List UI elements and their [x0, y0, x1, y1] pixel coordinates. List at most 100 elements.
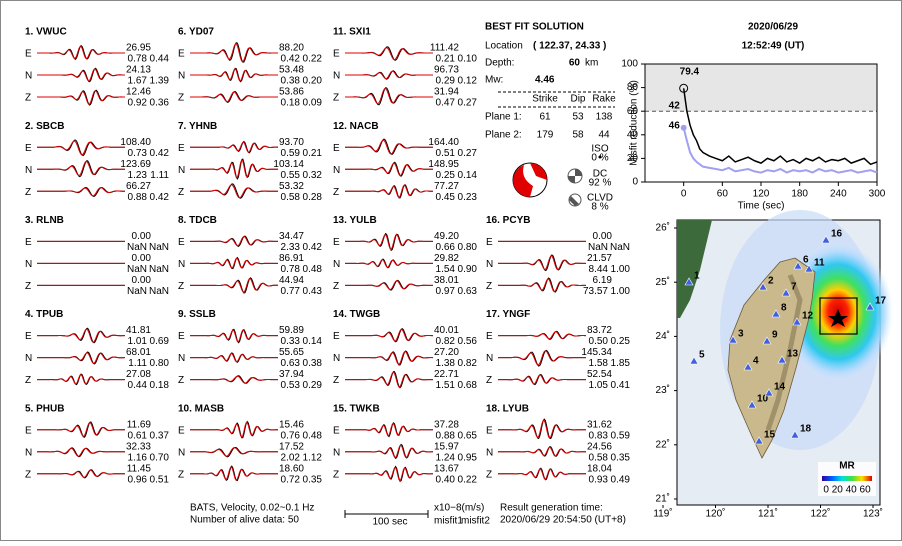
station-name: 2. SBCB: [25, 121, 64, 132]
misfit1: 0.59: [281, 148, 301, 159]
map-x-label: 123˚: [863, 508, 883, 520]
waveform: [190, 278, 279, 293]
amplitude: 148.95: [428, 159, 459, 170]
misfit2: 0.68: [458, 380, 478, 391]
component: E: [25, 237, 32, 248]
amplitude: 40.01: [434, 325, 459, 336]
misfit1: 0.51: [436, 148, 456, 159]
component: Z: [486, 469, 492, 480]
misfit2: 0.69: [150, 336, 170, 347]
component: N: [25, 259, 32, 270]
waveform: [37, 373, 125, 385]
misfit2: 0.43: [303, 286, 323, 297]
misfit2: 0.42: [303, 242, 323, 253]
amplitude: 24.13: [126, 65, 151, 76]
mw-label: Mw:: [485, 75, 503, 86]
epicenter: [828, 309, 848, 327]
misfit2: 0.56: [458, 336, 478, 347]
x-tick-label: 60: [717, 189, 729, 200]
misfit2: 0.80: [150, 358, 170, 369]
misfit1: 2.02: [281, 452, 301, 463]
component: Z: [25, 375, 31, 386]
component: N: [178, 259, 185, 270]
misfit2: 0.28: [303, 192, 323, 203]
waveform: [190, 184, 278, 199]
station-number: 6: [803, 255, 809, 266]
misfit1: 0.42: [281, 54, 301, 65]
misfit2: 1.00: [611, 264, 631, 275]
x-tick-label: 120: [753, 189, 770, 200]
misfit2: 0.29: [303, 380, 323, 391]
misfit2: 0.80: [458, 242, 478, 253]
station-marker: [781, 288, 791, 297]
misfit2: 0.14: [458, 170, 478, 181]
misfit2: 0.48: [303, 430, 323, 441]
misfit2: 0.49: [611, 474, 631, 485]
misfit2: 0.51: [150, 474, 170, 485]
solution-title: BEST FIT SOLUTION: [485, 22, 584, 33]
misfit1: 0.44: [128, 380, 148, 391]
component: Z: [486, 375, 492, 386]
misfit2: 1.00: [611, 286, 631, 297]
station-number: 14: [774, 382, 786, 393]
x-tick-label: 300: [869, 189, 886, 200]
x-tick-label: 180: [791, 189, 808, 200]
station-name: 14. TWGB: [333, 309, 380, 320]
amplitude: 18.60: [279, 463, 304, 474]
amplitude: 18.04: [587, 463, 612, 474]
misfit2: NaN: [149, 242, 169, 253]
amplitude: 11.69: [127, 419, 152, 430]
component: Z: [333, 281, 339, 292]
component: E: [178, 331, 185, 342]
start-marker: [680, 124, 687, 131]
station-marker: [684, 277, 694, 286]
time: 12:52:49 (UT): [742, 41, 805, 52]
station-name: 6. YD07: [178, 27, 214, 38]
station-marker: [747, 400, 757, 409]
station-name: 1. VWUC: [25, 27, 67, 38]
amplitude: 59.89: [279, 325, 304, 336]
amplitude: 0.00: [132, 275, 152, 286]
plane-value: 44: [598, 130, 610, 141]
misfit1: 0.97: [436, 286, 456, 297]
plane-label: Plane 2:: [485, 130, 522, 141]
station-marker: [793, 261, 803, 270]
station-number: 12: [802, 311, 814, 322]
component: Z: [25, 187, 31, 198]
component-label: ISO: [591, 144, 608, 155]
component: Z: [25, 469, 31, 480]
amplitude: 68.01: [126, 347, 151, 358]
amplitude: 24.56: [587, 441, 612, 452]
component: N: [333, 71, 340, 82]
units: x10−8(m/s): [434, 503, 484, 514]
waveform: [190, 68, 278, 82]
misfit2: 1.12: [303, 452, 323, 463]
waveform: [498, 350, 586, 366]
misfit2: NaN: [610, 242, 630, 253]
misfit1: NaN: [127, 264, 147, 275]
amplitude: 164.40: [428, 137, 459, 148]
station-number: 15: [764, 430, 776, 441]
misfit2: 0.23: [458, 192, 478, 203]
dc-icon: [567, 168, 583, 184]
station-number: 11: [814, 258, 825, 269]
amplitude: 53.86: [279, 87, 304, 98]
waveform: [190, 466, 278, 481]
component: E: [25, 331, 32, 342]
plane-value: 61: [539, 112, 551, 123]
amplitude: 145.34: [581, 347, 612, 358]
misfit2: 0.70: [150, 452, 170, 463]
station-name: 15. TWKB: [333, 403, 380, 414]
station-number: 16: [831, 229, 843, 240]
misfit2: 0.35: [303, 474, 323, 485]
misfit1: 0.78: [128, 54, 148, 65]
waveform: [37, 447, 125, 457]
waveform: [190, 447, 278, 457]
waveform: [345, 47, 433, 61]
misfit1: 0.58: [281, 192, 301, 203]
waveform: [190, 352, 278, 363]
x-axis-label: Time (sec): [738, 201, 785, 212]
misfit2: 0.95: [458, 452, 478, 463]
amplitude: 49.20: [434, 231, 459, 242]
